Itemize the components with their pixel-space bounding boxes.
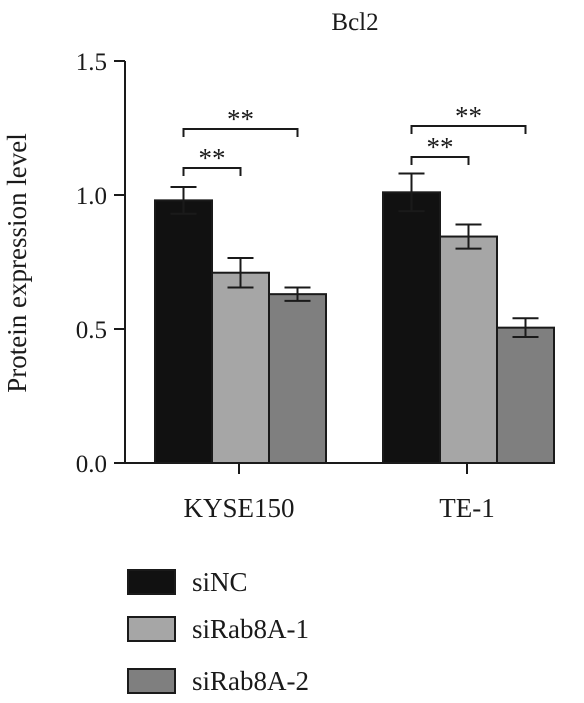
- bar: [211, 271, 270, 464]
- error-bar: [512, 317, 539, 339]
- significance-label: **: [455, 101, 482, 131]
- y-tick-label: 1.0: [76, 183, 107, 210]
- legend-swatch: [127, 668, 176, 694]
- legend-label: siRab8A-2: [192, 666, 309, 696]
- bar: [496, 326, 555, 464]
- bars-group: [154, 191, 555, 465]
- y-tick-label: 1.5: [76, 49, 107, 76]
- bar: [154, 199, 213, 465]
- legend: siNC siRab8A-1 siRab8A-2: [127, 567, 309, 696]
- error-bar: [227, 256, 254, 289]
- significance-bracket: [182, 128, 299, 137]
- legend-label: siRab8A-1: [192, 614, 309, 644]
- significance-bracket: [410, 156, 470, 165]
- bar: [382, 191, 441, 464]
- error-bars-group: [170, 172, 539, 339]
- legend-swatch: [127, 569, 176, 595]
- significance-label: **: [227, 104, 254, 134]
- error-bar: [170, 185, 197, 215]
- significance-label: **: [199, 143, 226, 173]
- bar: [439, 235, 498, 464]
- error-bar: [455, 223, 482, 250]
- significance-bracket: [182, 167, 242, 176]
- y-axis-label: Protein expression level: [2, 133, 32, 392]
- significance-label: **: [427, 132, 454, 162]
- bar: [268, 293, 327, 464]
- chart-title: Bcl2: [331, 9, 378, 36]
- y-tick-label: 0.5: [76, 317, 107, 344]
- legend-label: siNC: [192, 567, 248, 597]
- significance-group: ********: [182, 101, 527, 176]
- x-tick-label: TE-1: [439, 493, 494, 523]
- significance-bracket: [410, 125, 527, 134]
- axes: 0.0 0.5 1.0 1.5 KYSE150 TE-1: [76, 49, 555, 523]
- error-bar: [398, 172, 425, 213]
- y-tick-label: 0.0: [76, 451, 107, 478]
- x-tick-label: KYSE150: [183, 493, 294, 523]
- error-bar: [284, 286, 311, 302]
- legend-swatch: [127, 616, 176, 642]
